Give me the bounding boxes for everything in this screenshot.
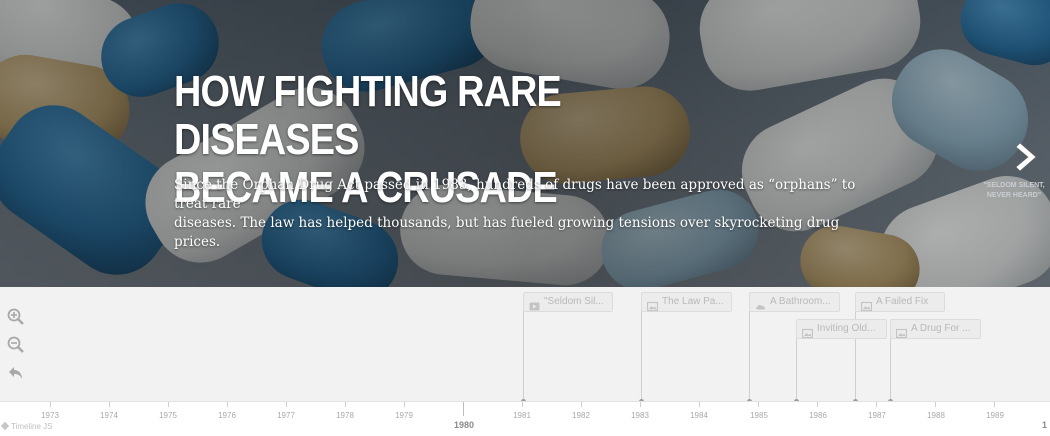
slide-headline: HOW FIGHTING RARE DISEASES BECAME A CRUS…: [174, 68, 724, 212]
year-tick: [522, 402, 523, 407]
timeline-nav[interactable]: "Seldom Sil... The Law Pa... A Bathroom.…: [0, 287, 1050, 404]
headline-line: HOW FIGHTING RARE DISEASES: [174, 67, 562, 164]
slide-background: HOW FIGHTING RARE DISEASES BECAME A CRUS…: [0, 0, 1050, 287]
timeline-marker[interactable]: A Bathroom...: [749, 292, 840, 312]
image-icon: [895, 324, 908, 339]
zoom-out-button[interactable]: [7, 336, 25, 354]
year-tick: [168, 402, 169, 407]
time-axis[interactable]: 1973 1974 1975 1976 1977 1978 1979 1980 …: [0, 401, 1050, 436]
year-label: 1989: [986, 411, 1004, 420]
year-label: 1982: [572, 411, 590, 420]
credit-label: Timeline JS: [11, 422, 53, 431]
description-line: Since the Orphan Drug Act passed in 1983…: [174, 177, 856, 212]
year-tick: [50, 402, 51, 407]
headline-line: BECAME A CRUSADE: [174, 163, 558, 212]
slide-description: Since the Orphan Drug Act passed in 1983…: [174, 176, 874, 252]
year-tick: [758, 402, 759, 407]
year-tick: [227, 402, 228, 407]
year-tick: [994, 402, 995, 407]
image-overlay: [0, 0, 1050, 287]
marker-label: A Drug For ...: [911, 323, 971, 334]
description-line: diseases. The law has helped thousands, …: [174, 215, 840, 250]
year-label: 1986: [809, 411, 827, 420]
year-label: 1973: [41, 411, 59, 420]
next-label-line: NEVER HEARD": [986, 192, 1042, 199]
image-icon: [860, 297, 873, 312]
year-label: 1987: [868, 411, 886, 420]
year-tick: [817, 402, 818, 407]
year-label: 1988: [927, 411, 945, 420]
chevron-right-icon: [1010, 138, 1050, 178]
next-slide-button[interactable]: [1010, 138, 1050, 178]
year-label: 1978: [336, 411, 354, 420]
timelinejs-logo-icon: [0, 421, 10, 431]
cloud-icon: [755, 297, 766, 310]
video-icon: [529, 297, 540, 311]
next-label-line: "SELDOM SILENT,: [983, 182, 1045, 189]
zoom-in-icon: [7, 308, 25, 326]
marker-label: The Law Pa...: [662, 296, 724, 307]
year-label: 1983: [631, 411, 649, 420]
timeline-marker[interactable]: "Seldom Sil...: [523, 292, 613, 312]
zoom-in-button[interactable]: [7, 308, 25, 326]
year-tick: [286, 402, 287, 407]
year-label: 1976: [218, 411, 236, 420]
timeline-marker[interactable]: A Drug For ...: [890, 319, 981, 339]
marker-label: A Bathroom...: [770, 296, 831, 307]
year-label: 1977: [277, 411, 295, 420]
zoom-out-icon: [7, 336, 25, 354]
marker-label: A Failed Fix: [876, 296, 929, 307]
year-label: 1985: [750, 411, 768, 420]
year-label: 1984: [690, 411, 708, 420]
year-tick: [640, 402, 641, 407]
back-to-start-button[interactable]: [7, 364, 25, 382]
image-icon: [801, 324, 814, 339]
timeline-marker[interactable]: Inviting Old...: [796, 319, 887, 339]
year-tick: [109, 402, 110, 407]
year-tick: [935, 402, 936, 407]
year-tick: [404, 402, 405, 407]
timeline-marker[interactable]: A Failed Fix: [855, 292, 945, 312]
marker-label: "Seldom Sil...: [544, 296, 604, 307]
timelinejs-credit[interactable]: Timeline JS: [0, 421, 53, 431]
year-tick: [345, 402, 346, 407]
marker-stem: [749, 311, 750, 401]
year-label-major: 1980: [453, 420, 475, 430]
year-tick: [581, 402, 582, 407]
year-tick: [876, 402, 877, 407]
back-arrow-icon: [7, 364, 25, 382]
next-slide-title[interactable]: "SELDOM SILENT, NEVER HEARD": [978, 181, 1050, 201]
marker-label: Inviting Old...: [817, 323, 876, 334]
year-label: 1975: [159, 411, 177, 420]
marker-stem: [855, 311, 856, 401]
year-label: 1981: [513, 411, 531, 420]
year-tick-major: [463, 402, 464, 416]
marker-stem: [796, 338, 797, 401]
image-icon: [646, 297, 659, 312]
timeline-marker[interactable]: The Law Pa...: [641, 292, 732, 312]
year-label-partial: 1: [1042, 420, 1048, 430]
year-tick: [699, 402, 700, 407]
marker-stem: [890, 338, 891, 401]
marker-stem: [641, 311, 642, 401]
year-label: 1979: [395, 411, 413, 420]
year-label: 1974: [100, 411, 118, 420]
marker-stem: [523, 311, 524, 401]
